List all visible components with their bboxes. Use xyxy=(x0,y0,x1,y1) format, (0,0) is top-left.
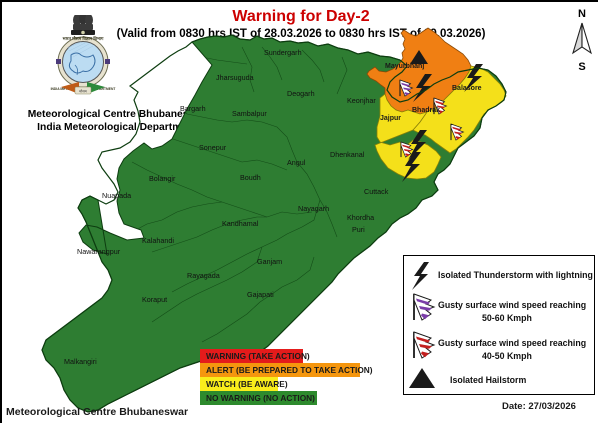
svg-text:Keonjhar: Keonjhar xyxy=(347,96,376,105)
svg-text:Bhadrak: Bhadrak xyxy=(412,107,440,114)
svg-text:Balasore: Balasore xyxy=(452,85,482,92)
svg-text:Isolated Thunderstorm with lig: Isolated Thunderstorm with lightning xyxy=(438,270,593,280)
svg-text:Gajapati: Gajapati xyxy=(247,290,274,299)
svg-text:Khordha: Khordha xyxy=(347,213,374,222)
svg-text:Mayurbhanj: Mayurbhanj xyxy=(385,63,424,70)
svg-text:Nayagarh: Nayagarh xyxy=(298,204,329,213)
svg-text:Sonepur: Sonepur xyxy=(199,143,227,152)
svg-text:Sundergarh: Sundergarh xyxy=(264,48,302,57)
svg-text:Dhenkanal: Dhenkanal xyxy=(330,150,365,159)
svg-text:Boudh: Boudh xyxy=(240,173,261,182)
svg-text:Nawarangpur: Nawarangpur xyxy=(77,247,121,256)
svg-text:Kalahandi: Kalahandi xyxy=(142,236,174,245)
svg-text:Rayagada: Rayagada xyxy=(187,271,220,280)
svg-text:Puri: Puri xyxy=(352,225,365,234)
svg-text:Nuapada: Nuapada xyxy=(102,191,131,200)
svg-text:Isolated Hailstorm: Isolated Hailstorm xyxy=(450,375,526,385)
svg-text:Gusty surface wind speed reach: Gusty surface wind speed reaching 50-60 … xyxy=(438,300,589,323)
svg-text:Bolangir: Bolangir xyxy=(149,174,176,183)
svg-text:Angul: Angul xyxy=(287,158,306,167)
svg-text:Deogarh: Deogarh xyxy=(287,89,315,98)
svg-text:Jharsuguda: Jharsuguda xyxy=(216,73,254,82)
svg-text:Bargarh: Bargarh xyxy=(180,104,206,113)
svg-text:Cuttack: Cuttack xyxy=(364,187,389,196)
svg-text:Gusty surface wind speed reach: Gusty surface wind speed reaching 40-50 … xyxy=(438,338,589,361)
svg-text:Jajpur: Jajpur xyxy=(380,115,401,122)
svg-text:Koraput: Koraput xyxy=(142,295,167,304)
svg-text:Kandhamal: Kandhamal xyxy=(222,219,259,228)
svg-text:Sambalpur: Sambalpur xyxy=(232,109,267,118)
svg-text:Malkangiri: Malkangiri xyxy=(64,357,97,366)
svg-text:Ganjam: Ganjam xyxy=(257,257,282,266)
